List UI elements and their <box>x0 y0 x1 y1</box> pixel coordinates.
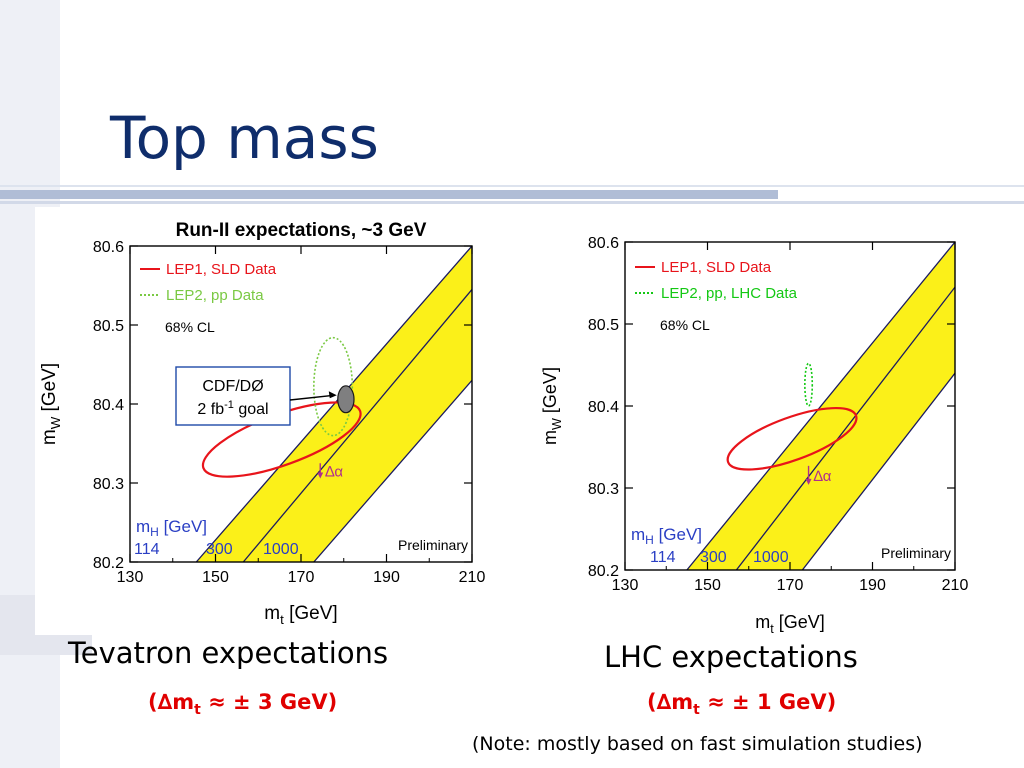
tev-legend-label-1: LEP2, pp Data <box>166 287 264 304</box>
tev-y-axis-label: mW [GeV] <box>39 363 63 445</box>
tev-band-edge-114 <box>195 246 472 562</box>
tev-annotation-arrow-head <box>328 391 337 399</box>
lhc-x-tick-label-210: 210 <box>942 577 969 594</box>
lhc-x-tick-label-190: 190 <box>859 577 886 594</box>
tev-ellipse-2 <box>337 385 355 414</box>
lhc-mh-value-114: 114 <box>650 549 676 566</box>
lhc-legend-label-0: LEP1, SLD Data <box>661 259 772 276</box>
tev-band-edge-1000 <box>313 379 472 562</box>
lhc-band-edge-114 <box>686 242 955 570</box>
tev-x-tick-label-130: 130 <box>117 569 144 586</box>
tev-ellipse-1 <box>313 336 354 437</box>
title-rule-thin-top <box>0 185 1024 187</box>
tev-cl-label: 68% CL <box>165 319 215 335</box>
lhc-caption: LHC expectations <box>604 640 858 674</box>
lhc-x-tick-label-130: 130 <box>612 577 639 594</box>
tev-x-tick-label-210: 210 <box>459 569 486 586</box>
tevatron-precision: (∆mt ≈ ± 3 GeV) <box>148 690 337 718</box>
tev-mh-value-1000: 1000 <box>263 541 299 558</box>
tev-x-axis-label: mt [GeV] <box>264 603 337 627</box>
tevatron-precision-prefix: (∆m <box>148 690 195 714</box>
lhc-y-tick-label-80.2: 80.2 <box>588 563 619 580</box>
lhc-delta-alpha-arrow-head <box>805 478 812 485</box>
lhc-mh-value-1000: 1000 <box>753 549 789 566</box>
tevatron-chart-panel: ∆α 130 150 170 190 210 80.2 80.3 80.4 80.5 80.6 Run… <box>35 207 495 635</box>
tev-y-tick-label-80.4: 80.4 <box>93 397 124 414</box>
slide-title: Top mass <box>110 104 379 172</box>
lhc-precision-prefix: (∆m <box>647 690 694 714</box>
title-rule-thick <box>0 190 778 199</box>
tev-mh-value-114: 114 <box>134 541 160 558</box>
lhc-y-axis-label: mW [GeV] <box>540 367 564 445</box>
lhc-chart-panel: ∆α 130 150 170 190 210 80.2 80.3 80.4 80.5 80.6 mt … <box>537 229 973 642</box>
tev-y-tick-label-80.6: 80.6 <box>93 239 124 256</box>
tev-mh-label: mH [GeV] <box>136 517 207 539</box>
title-rule-thin <box>0 201 1024 204</box>
tev-preliminary-label: Preliminary <box>398 537 468 553</box>
lhc-y-tick-label-80.6: 80.6 <box>588 235 619 252</box>
tev-annotation-line2: 2 fb-1 goal <box>197 399 268 418</box>
tev-x-tick-label-150: 150 <box>202 569 229 586</box>
lhc-band-edge-1000 <box>801 372 955 570</box>
lhc-y-tick-label-80.3: 80.3 <box>588 481 619 498</box>
tevatron-chart: ∆α 130 150 170 190 210 80.2 80.3 80.4 80.5 80.6 Run… <box>39 220 486 627</box>
tevatron-caption: Tevatron expectations <box>68 636 389 670</box>
tev-annotation-arrow-line <box>289 394 334 401</box>
lhc-mh-label: mH [GeV] <box>631 525 702 547</box>
lhc-delta-alpha-label: ∆α <box>814 468 832 485</box>
tev-annotation-line1: CDF/DØ <box>202 378 263 395</box>
lhc-preliminary-label: Preliminary <box>881 545 951 561</box>
footnote: (Note: mostly based on fast simulation s… <box>472 733 923 755</box>
tev-x-tick-label-190: 190 <box>373 569 400 586</box>
tevatron-precision-sub: t <box>194 702 201 719</box>
lhc-y-tick-label-80.4: 80.4 <box>588 399 619 416</box>
tev-y-tick-label-80.5: 80.5 <box>93 318 124 335</box>
tev-chart-title: Run-II expectations, ~3 GeV <box>176 220 427 241</box>
lhc-precision-sub: t <box>693 702 700 719</box>
lhc-mh-value-300: 300 <box>700 549 727 566</box>
tev-band-edge-300 <box>242 289 472 562</box>
lhc-ellipse-0 <box>726 406 858 471</box>
tevatron-precision-suffix: ≈ ± 3 GeV) <box>200 690 338 714</box>
lhc-x-axis-label: mt [GeV] <box>755 612 825 636</box>
lhc-ellipse-1 <box>804 362 814 407</box>
tev-mh-value-300: 300 <box>206 541 233 558</box>
tev-delta-alpha-label: ∆α <box>325 463 343 480</box>
lhc-y-tick-label-80.5: 80.5 <box>588 317 619 334</box>
tev-y-tick-label-80.2: 80.2 <box>93 555 124 572</box>
tev-delta-alpha-arrow-head <box>317 472 324 479</box>
tev-x-tick-label-170: 170 <box>288 569 315 586</box>
lhc-cl-label: 68% CL <box>660 317 710 333</box>
tev-legend-label-0: LEP1, SLD Data <box>166 261 277 278</box>
lhc-x-tick-label-170: 170 <box>777 577 804 594</box>
lhc-plot-area: ∆α <box>686 242 955 570</box>
lhc-legend-label-1: LEP2, pp, LHC Data <box>661 285 798 302</box>
lhc-band-edge-300 <box>735 286 955 570</box>
lhc-precision-suffix: ≈ ± 1 GeV) <box>699 690 837 714</box>
tev-y-tick-label-80.3: 80.3 <box>93 476 124 493</box>
lhc-x-tick-label-150: 150 <box>694 577 721 594</box>
lhc-chart: ∆α 130 150 170 190 210 80.2 80.3 80.4 80.5 80.6 mt … <box>540 235 969 636</box>
lhc-precision: (∆mt ≈ ± 1 GeV) <box>647 690 836 718</box>
tev-annotation-box <box>175 366 291 426</box>
tev-plot-area: ∆α <box>195 246 472 562</box>
